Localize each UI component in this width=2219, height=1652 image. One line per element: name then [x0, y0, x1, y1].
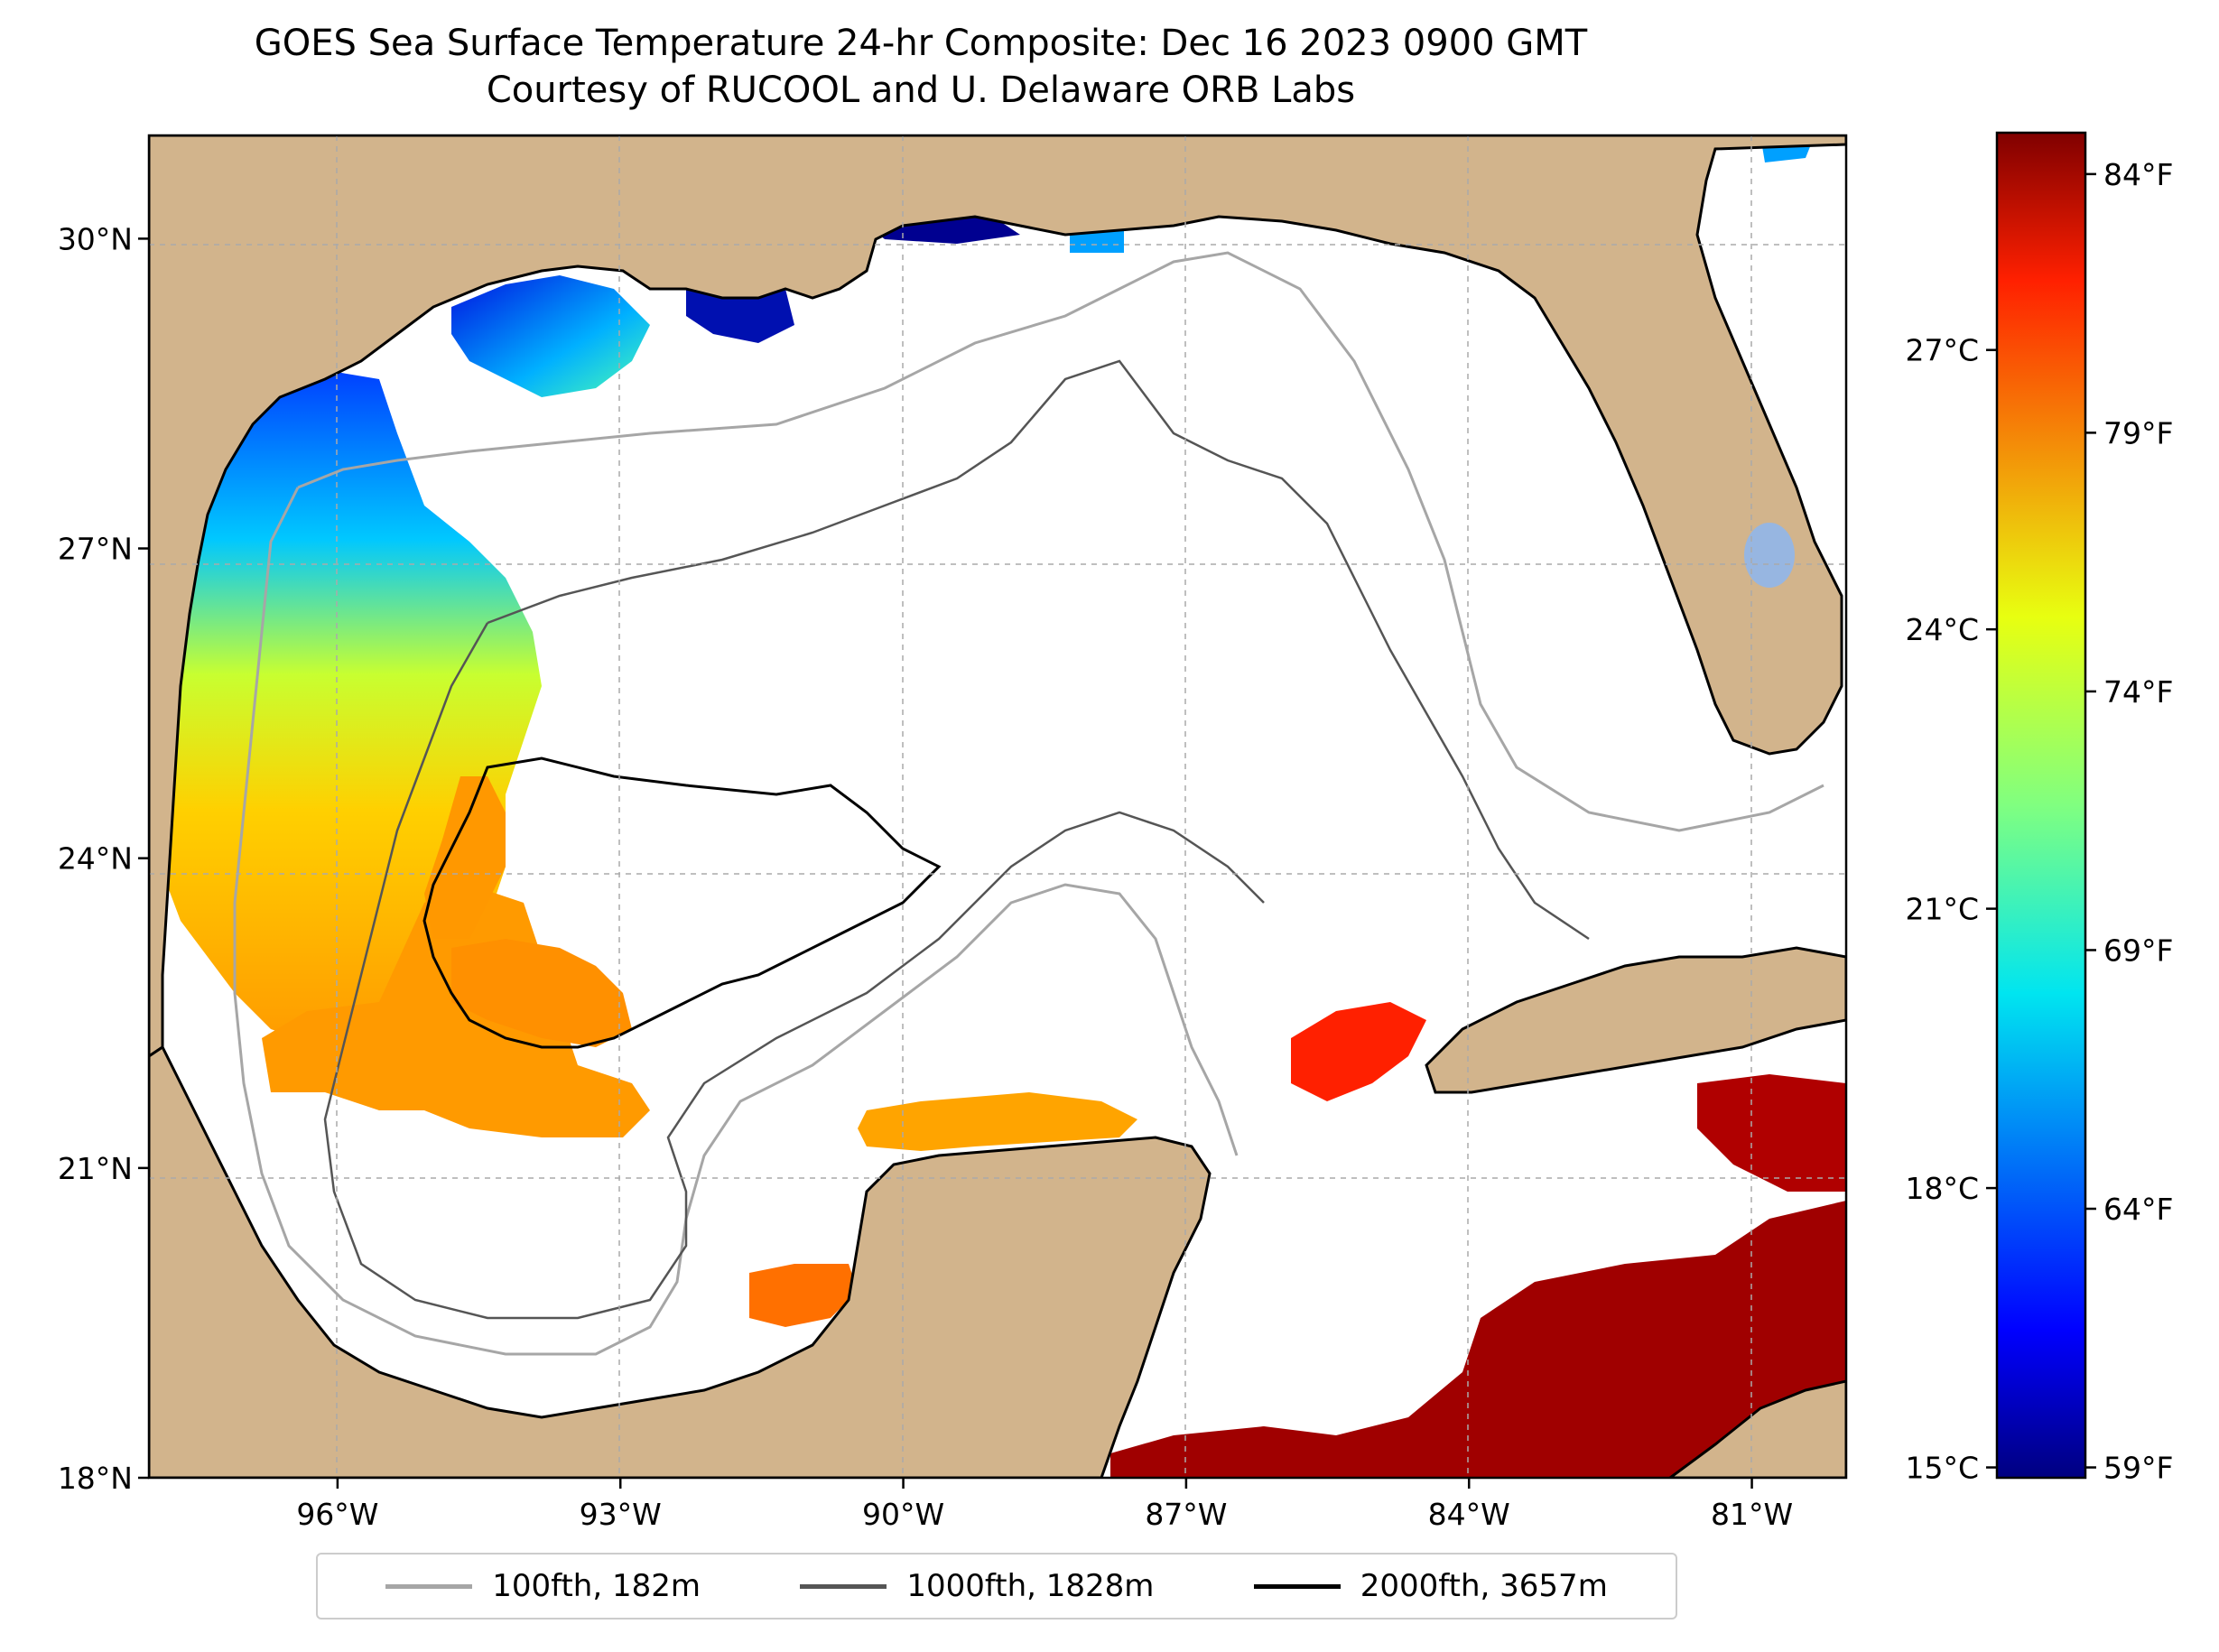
map-frame — [147, 134, 1848, 1480]
legend-item-1000fth: 1000fth, 1828m — [800, 1568, 1154, 1604]
f-tick-label-79-f: 79°F — [2103, 415, 2173, 450]
lon-tick-label-84-w: 84°W — [1428, 1497, 1510, 1532]
legend-label-100fth: 100fth, 182m — [492, 1568, 701, 1604]
c-tick-label-15-c: 15°C — [1905, 1451, 1979, 1486]
legend-line-2000fth — [1253, 1583, 1341, 1589]
colorbar — [1995, 131, 2087, 1480]
lon-tick-label-90-w: 90°W — [862, 1497, 944, 1532]
contour-2000fth — [422, 756, 942, 1049]
land-cuba — [1425, 946, 1846, 1094]
map-content — [149, 135, 1846, 1478]
legend-label-2000fth: 2000fth, 3657m — [1360, 1568, 1608, 1604]
lat-tick-label-18-n: 18°N — [58, 1461, 133, 1496]
sst-field-yucatan-north — [858, 1092, 1137, 1151]
lat-tick-label-24-n: 24°N — [58, 841, 133, 877]
map-subtitle: Courtesy of RUCOOL and U. Delaware ORB L… — [486, 70, 1356, 111]
legend-label-1000fth: 1000fth, 1828m — [906, 1568, 1155, 1604]
lake-okeechobee — [1744, 523, 1795, 588]
c-tick-label-27-c: 27°C — [1905, 333, 1979, 368]
sst-field-cuba-west — [1291, 1002, 1426, 1101]
c-tick-label-21-c: 21°C — [1905, 892, 1979, 927]
longitude-axis: 96°W 93°W 90°W 87°W 84°W 81°W — [296, 1478, 1793, 1532]
colorbar-fahrenheit-axis: 84°F 79°F 74°F 69°F 64°F 59°F — [2085, 157, 2173, 1486]
sst-field-caribbean — [1110, 1201, 1846, 1478]
sst-field-central-warm — [424, 776, 506, 939]
f-tick-label-74-f: 74°F — [2103, 674, 2173, 710]
sst-field-louisiana — [451, 275, 650, 397]
colorbar-celsius-axis: 27°C 24°C 21°C 18°C 15°C — [1905, 333, 1997, 1486]
f-tick-label-69-f: 69°F — [2103, 933, 2173, 968]
c-tick-label-24-c: 24°C — [1905, 612, 1979, 647]
legend-line-100fth — [385, 1583, 473, 1589]
sst-field-west-warm-2 — [451, 939, 632, 1047]
sst-field-cayman — [1697, 1074, 1846, 1192]
f-tick-label-59-f: 59°F — [2103, 1451, 2173, 1486]
map-title: GOES Sea Surface Temperature 24-hr Compo… — [254, 23, 1588, 64]
bathymetry-legend: 100fth, 182m 1000fth, 1828m 2000fth, 365… — [316, 1553, 1677, 1620]
legend-item-2000fth: 2000fth, 3657m — [1253, 1568, 1608, 1604]
sst-field-campeche — [749, 1264, 858, 1327]
f-tick-label-64-f: 64°F — [2103, 1192, 2173, 1227]
lon-tick-label-87-w: 87°W — [1145, 1497, 1227, 1532]
contour-100fth — [233, 251, 1824, 1356]
land-central-america — [1667, 1379, 1846, 1478]
lon-tick-label-93-w: 93°W — [580, 1497, 662, 1532]
lat-tick-label-21-n: 21°N — [58, 1151, 133, 1186]
land-mexico — [149, 1044, 1212, 1478]
legend-line-1000fth — [800, 1583, 887, 1589]
contour-1000fth — [323, 359, 1590, 1320]
sst-field-west-warm — [262, 885, 650, 1137]
c-tick-label-18-c: 18°C — [1905, 1171, 1979, 1206]
lat-tick-label-30-n: 30°N — [58, 221, 133, 256]
f-tick-label-84-f: 84°F — [2103, 157, 2173, 192]
lon-tick-label-81-w: 81°W — [1711, 1497, 1793, 1532]
lon-tick-label-96-w: 96°W — [296, 1497, 378, 1532]
lat-tick-label-27-n: 27°N — [58, 532, 133, 567]
gridlines — [149, 135, 1846, 1478]
land-usa — [149, 135, 1846, 1058]
legend-item-100fth: 100fth, 182m — [385, 1568, 701, 1604]
latitude-axis: 30°N 27°N 24°N 21°N 18°N — [58, 221, 149, 1496]
